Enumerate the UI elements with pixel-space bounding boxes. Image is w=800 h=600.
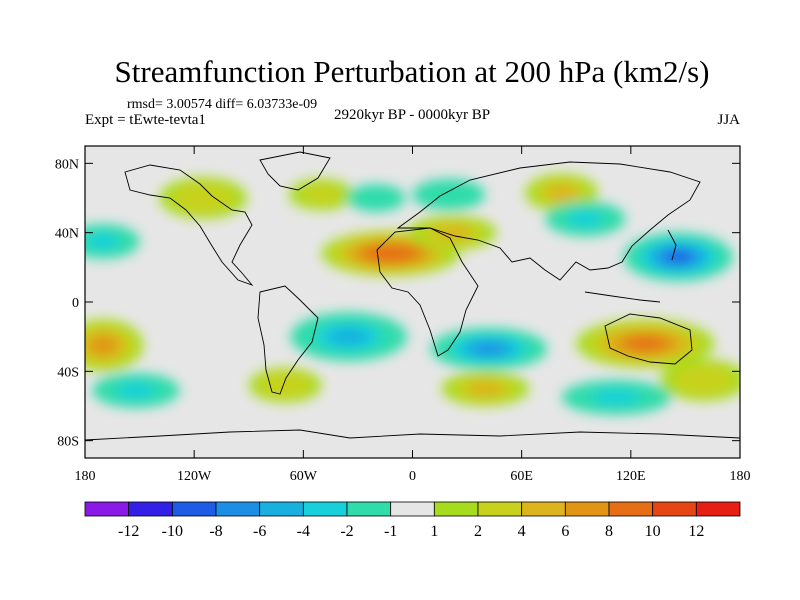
colorbar-swatch: [390, 501, 435, 517]
indonesia-coast: [584, 291, 661, 303]
anomaly-contour: [465, 380, 505, 397]
colorbar-swatch: [433, 501, 479, 517]
anomaly-contour: [116, 382, 156, 399]
y-tick-label: 80S: [57, 435, 79, 450]
colorbar-label: 10: [645, 523, 661, 540]
colorbar-label: 2: [474, 523, 482, 540]
colorbar-label: 4: [518, 523, 526, 540]
anomaly-contour: [373, 248, 408, 259]
anomaly-10: [248, 367, 322, 403]
y-axis: 80N 40N 0 40S 80S: [55, 157, 740, 450]
colorbar-label: -4: [297, 523, 310, 540]
anomaly-contour: [433, 224, 472, 241]
antarctica-coast: [85, 429, 740, 441]
anomaly-contour: [545, 184, 578, 202]
colorbar-label: -8: [209, 523, 222, 540]
anomaly-13: [85, 224, 140, 259]
colorbar-label: -1: [384, 523, 397, 540]
chart-title: Streamfunction Perturbation at 200 hPa (…: [115, 54, 710, 89]
colorbar-label: 1: [430, 523, 438, 540]
anomaly-contour: [567, 211, 604, 227]
colorbar-swatch: [302, 501, 348, 517]
colorbar-swatch: [215, 501, 261, 517]
japan-coast: [667, 229, 677, 261]
x-tick-label: 180: [730, 469, 751, 484]
anomaly-contour: [664, 251, 692, 263]
colorbar: [84, 501, 741, 517]
anomaly-4: [430, 328, 548, 370]
australia-coast: [604, 313, 693, 365]
y-tick-label: 80N: [55, 157, 79, 172]
anomaly-contour: [684, 370, 724, 390]
experiment-label: Expt = tEwte-tevta1: [85, 112, 206, 128]
anomaly-18: [659, 359, 740, 401]
eurasia-coast: [396, 161, 701, 281]
anomaly-3: [290, 312, 408, 361]
colorbar-label: -10: [162, 523, 183, 540]
anomaly-1: [408, 215, 497, 251]
x-tick-label: 60W: [290, 469, 318, 484]
season-label: JJA: [717, 112, 740, 128]
colorbar-label: -2: [340, 523, 353, 540]
anomaly-8: [85, 319, 144, 372]
x-tick-label: 60E: [510, 469, 533, 484]
south-america-coast: [257, 285, 319, 395]
anomaly-contour: [89, 336, 118, 355]
colorbar-label: 8: [605, 523, 613, 540]
anomaly-field: [85, 173, 740, 415]
y-tick-label: 0: [72, 296, 79, 311]
colorbar-swatch: [84, 501, 130, 517]
y-tick-label: 40N: [55, 227, 79, 242]
anomaly-contour: [625, 336, 666, 351]
x-tick-label: 180: [75, 469, 96, 484]
map-plot: [85, 146, 740, 458]
africa-coast: [376, 227, 479, 357]
anomaly-contour: [426, 184, 472, 205]
anomaly-contour: [268, 377, 302, 393]
anomaly-contour: [358, 189, 395, 207]
colorbar-label: 12: [688, 523, 704, 540]
colorbar-swatch: [652, 501, 697, 517]
anomaly-9: [92, 373, 180, 408]
colorbar-swatch: [346, 501, 392, 517]
colorbar-labels: -12 -10 -8 -6 -4 -2 -1 1 2 4 6 8 10 12: [118, 523, 704, 540]
anomaly-contour: [592, 389, 641, 406]
colorbar-swatch: [695, 501, 741, 517]
north-america-coast: [124, 164, 254, 286]
anomaly-contour: [183, 188, 223, 208]
y-tick-label: 40S: [57, 365, 79, 380]
colorbar-swatch: [259, 501, 304, 517]
anomaly-11: [441, 371, 529, 406]
x-axis: 180 120W 60W 0 60E 120E 180: [75, 146, 751, 484]
colorbar-label: 6: [561, 523, 569, 540]
x-tick-label: 120E: [616, 469, 646, 484]
anomaly-contour: [301, 184, 342, 205]
colorbar-swatch: [477, 501, 523, 517]
colorbar-label: -12: [118, 523, 139, 540]
anomaly-7: [576, 319, 715, 368]
colorbar-label: -6: [253, 523, 266, 540]
x-tick-label: 0: [409, 469, 416, 484]
anomaly-17: [412, 178, 486, 211]
colorbar-swatch: [608, 501, 654, 517]
colorbar-swatch: [128, 501, 173, 517]
colorbar-swatch: [521, 501, 566, 517]
colorbar-swatch: [564, 501, 610, 517]
coastlines: [85, 151, 740, 441]
anomaly-contour: [472, 342, 506, 355]
anomaly-5: [623, 232, 733, 282]
anomaly-12: [561, 380, 671, 415]
anomaly-6: [545, 201, 626, 237]
anomaly-16: [347, 184, 406, 212]
anomaly-contour: [328, 328, 370, 346]
anomaly-contour: [87, 233, 120, 250]
anomaly-14: [159, 177, 247, 219]
colorbar-swatch: [171, 501, 217, 517]
period-label: 2920kyr BP - 0000kyr BP: [334, 107, 490, 123]
anomaly-15: [288, 178, 355, 211]
x-tick-label: 120W: [177, 469, 212, 484]
stats-label: rmsd= 3.00574 diff= 6.03733e-09: [127, 97, 317, 112]
greenland-coast: [259, 151, 331, 191]
